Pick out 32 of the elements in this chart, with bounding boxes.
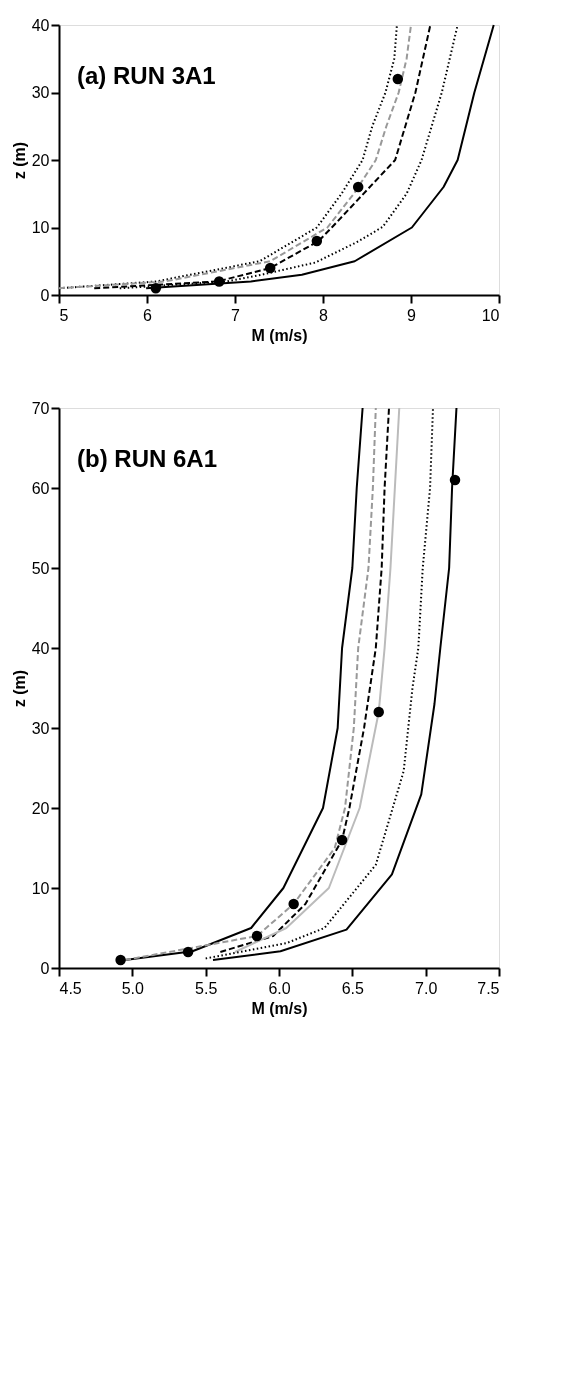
annotation: (a) RUN 3A1: [77, 62, 216, 89]
y-tick-label: 50: [31, 559, 50, 577]
x-axis-title: M (m/s): [251, 999, 308, 1017]
y-axis-title: z (m): [10, 141, 28, 180]
x-tick-label: 4.5: [59, 979, 82, 997]
x-tick-label: 5.0: [121, 979, 145, 997]
y-tick-label: 30: [31, 84, 50, 101]
y-tick-label: 40: [31, 639, 50, 657]
y-tick-label: 40: [31, 16, 50, 34]
x-tick-label: 9: [407, 306, 417, 324]
x-tick-label: 6: [143, 306, 153, 324]
y-tick-label: 10: [31, 879, 50, 897]
y-tick-label: 30: [31, 719, 50, 737]
y-tick-label: 20: [31, 799, 50, 817]
x-tick-label: 5: [59, 306, 69, 324]
y-axis-title: z (m): [10, 669, 28, 708]
y-tick-label: 0: [40, 959, 50, 977]
x-tick-label: 6.5: [341, 979, 365, 997]
x-tick-label: 5.5: [195, 979, 218, 997]
x-tick-label: 7: [231, 306, 241, 324]
annotation: (b) RUN 6A1: [77, 445, 218, 472]
x-tick-label: 7.5: [477, 979, 500, 997]
y-tick-label: 60: [31, 479, 50, 497]
x-tick-label: 6.0: [268, 979, 291, 997]
x-axis-title: M (m/s): [251, 326, 308, 344]
x-tick-label: 10: [481, 306, 500, 324]
y-tick-label: 20: [31, 151, 50, 169]
y-tick-label: 10: [31, 219, 50, 236]
y-tick-label: 70: [31, 399, 50, 417]
x-tick-label: 8: [319, 306, 329, 324]
x-tick-label: 7.0: [415, 979, 438, 997]
y-tick-label: 0: [40, 286, 50, 304]
